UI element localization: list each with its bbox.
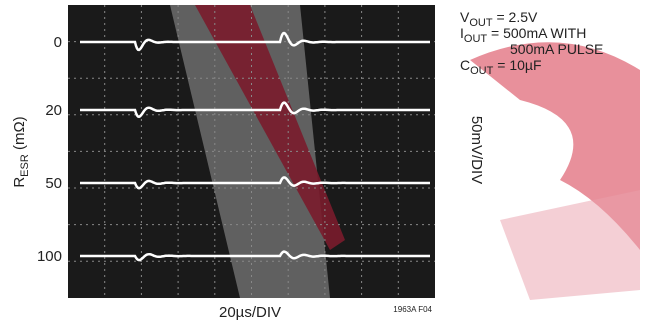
trace-label: 50 [45, 175, 62, 192]
symbol: V [460, 9, 470, 25]
symbol: C [460, 57, 470, 73]
traces [80, 31, 430, 262]
trace-label: 20 [45, 102, 62, 119]
condition: VOUT = 2.5V [460, 9, 538, 29]
watermark [195, 5, 345, 250]
text: = 2.5V [493, 9, 538, 25]
trace [80, 250, 430, 262]
condition: IOUT = 500mA WITH [460, 25, 586, 45]
condition-continuation: 500mA PULSE [510, 41, 603, 57]
trace [80, 101, 430, 119]
subscript: OUT [469, 17, 493, 29]
trace [80, 176, 430, 190]
trace [80, 31, 430, 52]
text: = 500mA WITH [487, 25, 586, 41]
x-axis-label: 20µs/DIV [219, 304, 281, 321]
text: = 10µF [493, 57, 541, 73]
symbol: I [460, 25, 464, 41]
figure-id: 1963A F04 [393, 305, 432, 314]
subscript: OUT [470, 65, 494, 77]
side-label: 50mV/DIV [468, 116, 485, 184]
watermark [500, 190, 640, 300]
watermark [470, 42, 640, 250]
trace-label: 100 [37, 248, 62, 265]
y-axis-label: RESR (mΩ) [11, 116, 31, 187]
subscript: OUT [464, 33, 488, 45]
condition: COUT = 10µF [460, 57, 542, 77]
trace-label: 0 [54, 34, 62, 51]
